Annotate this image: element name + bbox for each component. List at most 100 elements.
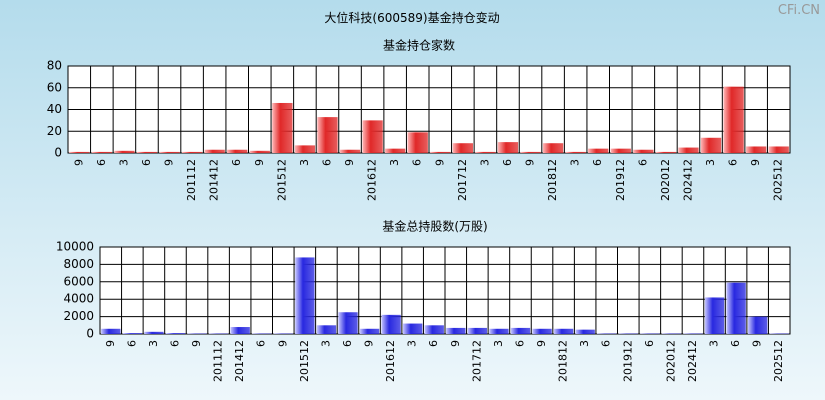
y-tick-label: 80 [47,59,62,73]
bar [272,102,293,153]
bar [381,314,401,334]
bar [136,151,158,153]
bar [165,333,186,334]
bar [295,257,315,334]
x-tick-label: 6 [140,159,153,166]
bar [446,327,466,334]
bar [452,143,473,153]
chart-subtitle: 基金总持股数(万股) [382,219,487,234]
x-tick-label: 6 [643,340,656,347]
x-tick-label: 9 [449,340,462,347]
bar [678,147,699,153]
x-tick-label: 3 [569,159,582,166]
bar [704,297,725,334]
x-tick-label: 202012 [659,159,672,201]
x-tick-label: 3 [492,340,505,347]
x-tick-label: 201412 [208,159,221,201]
watermark: CFi.CN [778,3,820,18]
x-tick-label: 3 [704,159,717,166]
y-tick-label: 10000 [56,240,94,254]
bar [181,151,203,153]
bar [553,328,574,334]
bar [520,151,541,153]
x-tick-label: 6 [230,159,243,166]
bar [385,148,406,153]
bar [114,150,135,153]
x-tick-label: 201912 [614,159,627,201]
x-tick-label: 9 [751,340,764,347]
x-tick-label: 3 [117,159,130,166]
x-tick-label: 9 [276,340,289,347]
x-tick-label: 6 [341,340,354,347]
x-tick-label: 6 [320,159,333,166]
bar [407,132,428,153]
x-tick-label: 9 [104,340,117,347]
x-tick-label: 3 [388,159,401,166]
bar [316,325,337,334]
bar [230,327,250,334]
bar [227,149,248,153]
x-tick-label: 201512 [275,159,288,201]
x-tick-label: 9 [190,340,203,347]
x-tick-label: 6 [591,159,604,166]
x-tick-label: 9 [253,159,266,166]
x-tick-label: 9 [163,159,176,166]
bar [317,117,338,153]
x-tick-label: 6 [513,340,526,347]
x-tick-label: 6 [95,159,108,166]
bar [339,149,361,153]
bar [565,151,586,153]
x-tick-label: 201112 [185,159,198,201]
bar [700,137,722,153]
bar [91,151,112,153]
bar [430,151,451,153]
bar [475,151,496,153]
x-tick-label: 6 [168,340,181,347]
bar [424,325,444,334]
x-tick-label: 6 [600,340,613,347]
x-tick-label: 6 [411,159,424,166]
bar [542,143,564,153]
bar [655,151,677,153]
x-tick-label: 201712 [470,340,483,382]
bar [338,312,358,334]
x-tick-label: 3 [406,340,419,347]
bar [249,150,270,153]
y-tick-label: 0 [86,327,94,341]
bar [359,328,380,334]
y-tick-label: 6000 [63,274,94,288]
bar [510,327,531,334]
bar [362,120,383,153]
bar [467,327,488,334]
x-tick-label: 3 [478,159,491,166]
bar [726,282,746,334]
x-tick-label: 9 [363,340,376,347]
bar [747,316,768,334]
bar [633,149,654,153]
x-tick-label: 202512 [772,340,785,382]
x-tick-label: 9 [433,159,446,166]
x-tick-label: 9 [72,159,85,166]
x-tick-label: 3 [319,340,332,347]
x-tick-label: 9 [535,340,548,347]
x-tick-label: 6 [125,340,138,347]
bar [69,151,90,153]
bar [532,328,552,334]
x-tick-label: 3 [298,159,311,166]
bar [746,146,767,153]
x-tick-label: 201612 [384,340,397,382]
x-tick-label: 3 [578,340,591,347]
y-tick-label: 20 [47,124,62,138]
x-tick-label: 6 [729,340,742,347]
x-tick-label: 202012 [664,340,677,382]
y-tick-label: 60 [47,80,62,94]
y-tick-label: 0 [54,146,62,160]
bar [122,333,143,334]
x-tick-label: 201412 [233,340,246,382]
x-tick-label: 201812 [557,340,570,382]
x-tick-label: 6 [427,340,440,347]
y-tick-label: 2000 [63,309,94,323]
